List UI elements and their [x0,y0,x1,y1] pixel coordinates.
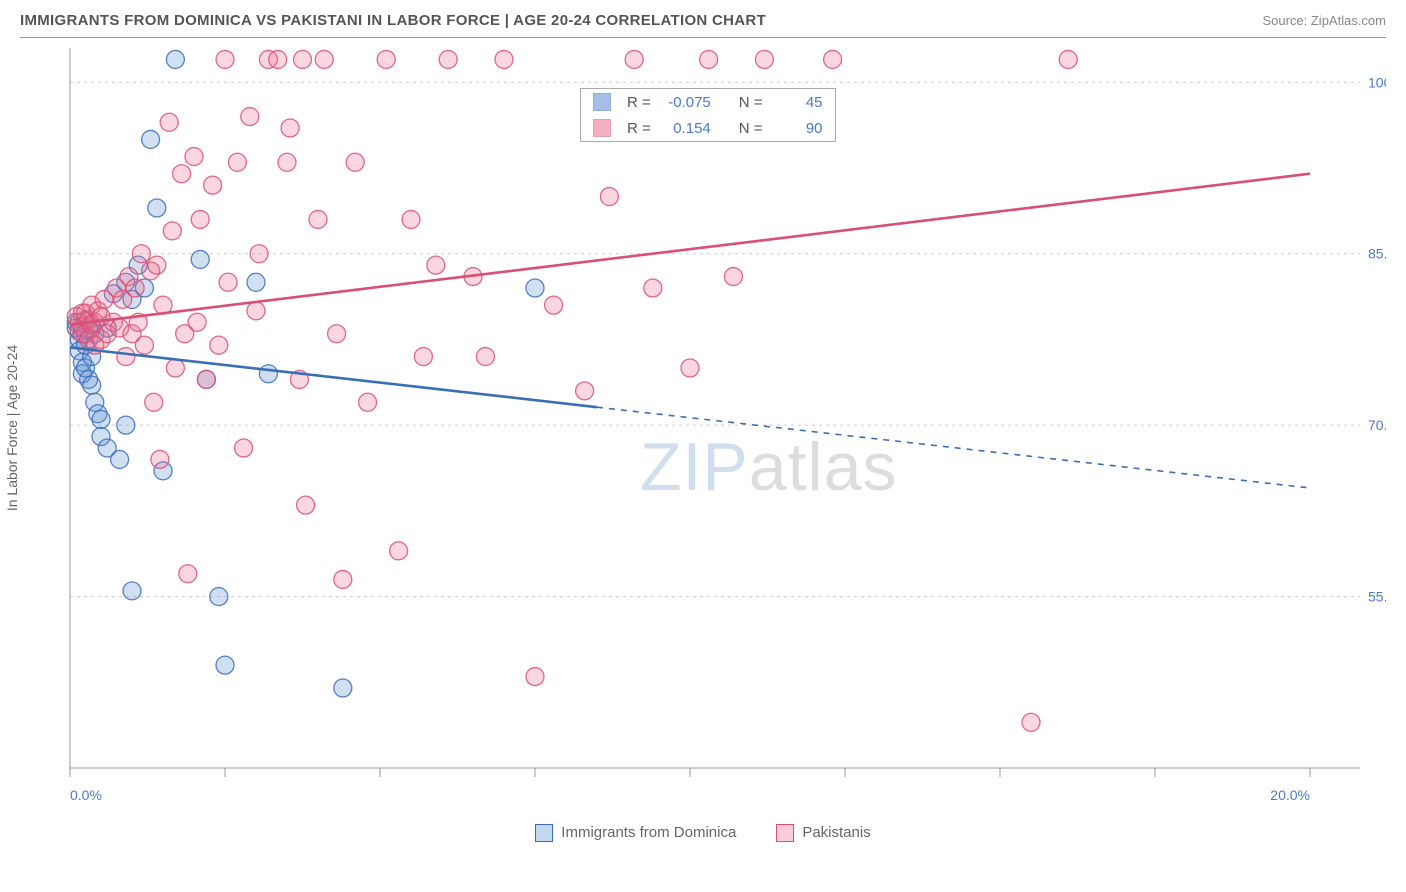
svg-text:100.0%: 100.0% [1368,74,1386,90]
source-prefix: Source: [1262,13,1310,28]
source-attribution: Source: ZipAtlas.com [1262,13,1386,28]
legend-swatch [593,119,611,137]
svg-text:85.0%: 85.0% [1368,246,1386,262]
stats-row: R =-0.075N =45 [581,89,835,115]
chart-container: In Labor Force | Age 20-24 55.0%70.0%85.… [20,37,1386,818]
legend-item: Immigrants from Dominica [535,824,736,842]
legend-item: Pakistanis [776,824,870,842]
correlation-stats-box: R =-0.075N =45R =0.154N =90 [580,88,836,142]
stats-row: R =0.154N =90 [581,115,835,141]
chart-title: IMMIGRANTS FROM DOMINICA VS PAKISTANI IN… [20,12,766,29]
legend-label: Pakistanis [802,824,870,841]
legend-swatch [593,93,611,111]
svg-text:55.0%: 55.0% [1368,589,1386,605]
legend-label: Immigrants from Dominica [561,824,736,841]
svg-text:0.0%: 0.0% [70,787,102,803]
scatter-chart: 55.0% 70.0% 85.0% 100.0% 0.0% 20.0% [20,38,1386,818]
svg-text:20.0%: 20.0% [1270,787,1310,803]
legend-swatch [535,824,553,842]
svg-text:70.0%: 70.0% [1368,417,1386,433]
y-axis-label: In Labor Force | Age 20-24 [4,345,20,511]
legend-swatch [776,824,794,842]
bottom-legend: Immigrants from Dominica Pakistanis [0,818,1406,848]
source-link[interactable]: ZipAtlas.com [1311,13,1386,28]
